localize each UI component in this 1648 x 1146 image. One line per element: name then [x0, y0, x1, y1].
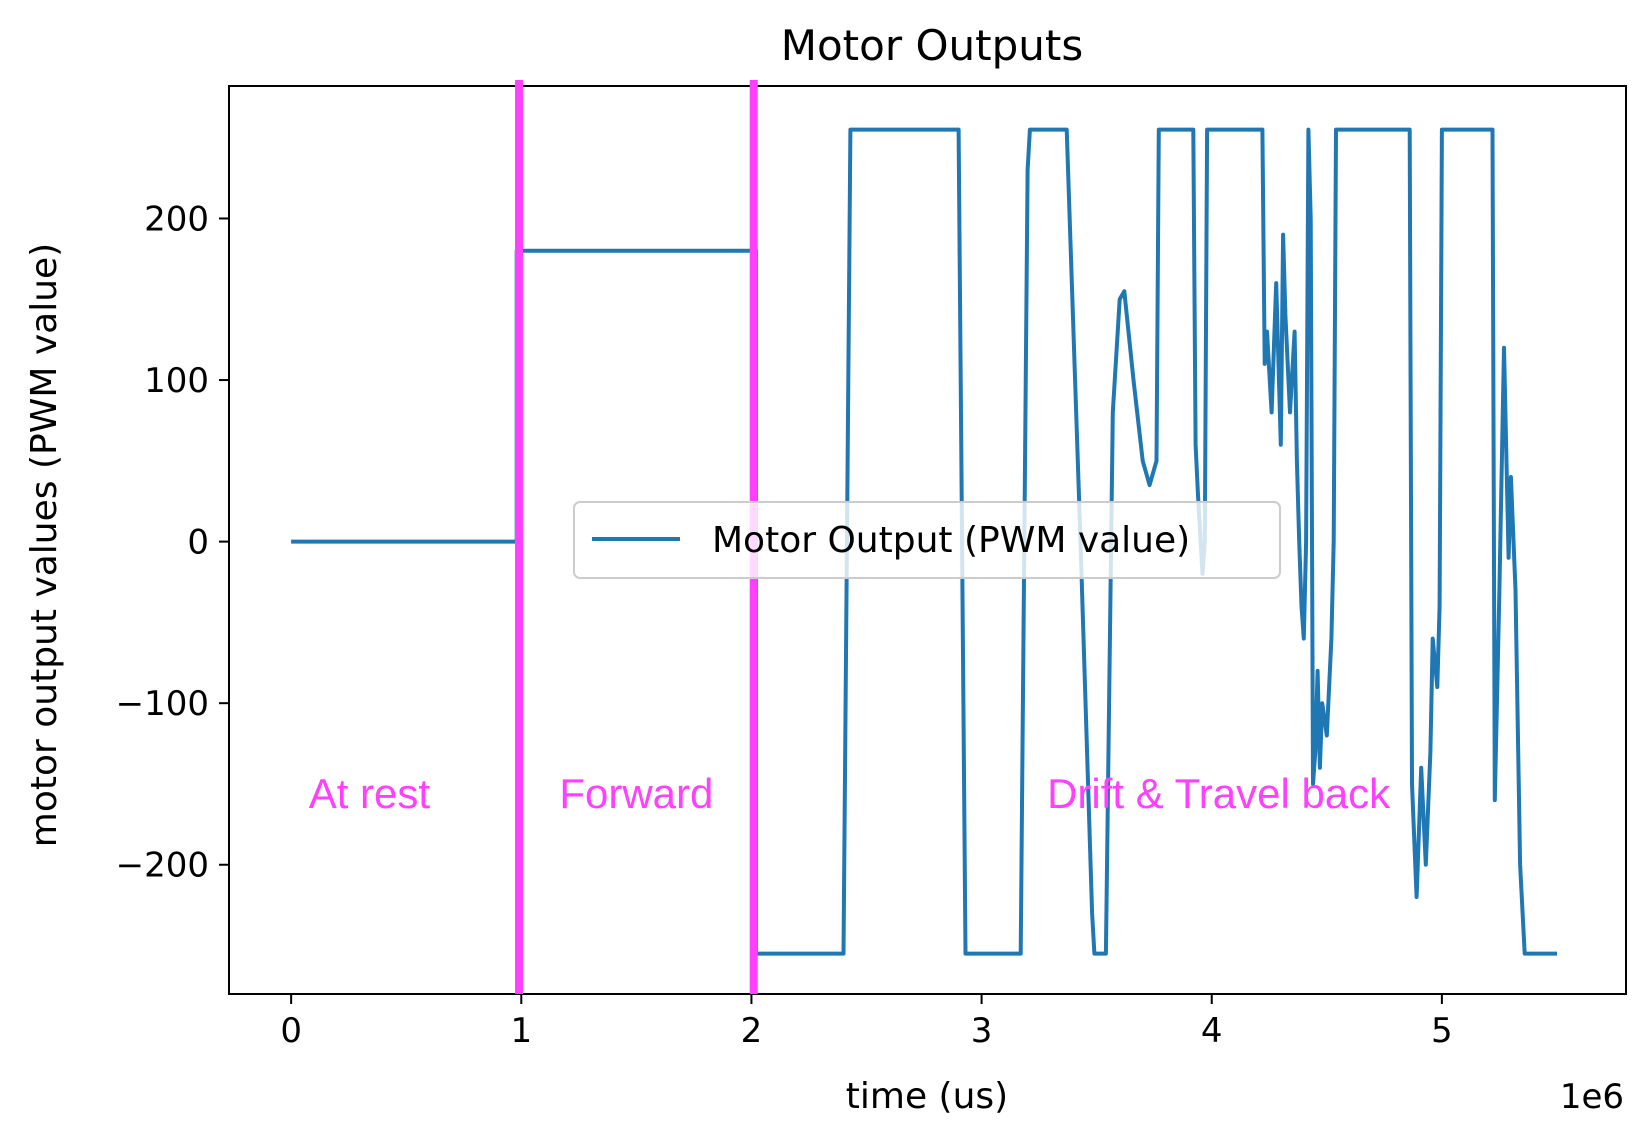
- series-group: [291, 127, 1557, 956]
- annotations: At rest Forward Drift & Travel back: [309, 770, 1391, 817]
- legend-entry: Motor Output (PWM value): [712, 520, 1190, 561]
- y-tick-label-2: 0: [187, 523, 209, 563]
- y-axis-label: motor output values (PWM value): [24, 243, 65, 847]
- x-axis-scale-note: 1e6: [1560, 1077, 1624, 1117]
- y-tick-label-1: −100: [116, 684, 209, 724]
- legend-box: [573, 501, 1281, 579]
- x-tick-label-0: 0: [280, 1011, 302, 1051]
- region-label-0: At rest: [309, 770, 431, 817]
- y-tick-label-0: −200: [116, 846, 209, 886]
- x-tick-label-2: 2: [741, 1011, 763, 1051]
- plot-area: At rest Forward Drift & Travel back: [228, 80, 1627, 995]
- x-axis-ticks: 0 1 2 3 4 5: [280, 994, 1453, 1051]
- legend: Motor Output (PWM value): [573, 501, 1281, 579]
- x-tick-label-5: 5: [1431, 1011, 1453, 1051]
- region-label-2: Drift & Travel back: [1047, 770, 1391, 817]
- y-axis-ticks: −200 −100 0 100 200: [116, 199, 229, 886]
- y-tick-label-3: 100: [144, 361, 209, 401]
- y-tick-label-4: 200: [144, 199, 209, 239]
- x-tick-label-4: 4: [1201, 1011, 1223, 1051]
- x-axis-label: time (us): [846, 1076, 1008, 1117]
- series-line-0: [291, 127, 1557, 956]
- x-tick-label-1: 1: [510, 1011, 532, 1051]
- region-label-1: Forward: [559, 770, 713, 817]
- chart-title: Motor Outputs: [781, 21, 1084, 70]
- x-tick-label-3: 3: [971, 1011, 993, 1051]
